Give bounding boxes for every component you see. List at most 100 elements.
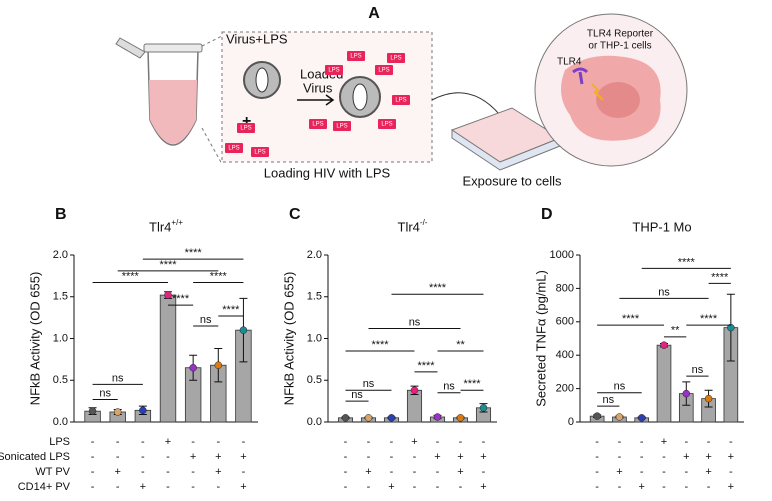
plate-caption: Exposure to cells — [463, 173, 562, 188]
treatment-sign: - — [344, 451, 348, 463]
lps-tag-label: LPS — [228, 146, 239, 152]
lps-tag — [347, 51, 365, 61]
lps-tag — [325, 65, 343, 75]
significance-label: **** — [185, 247, 203, 259]
bar — [656, 344, 672, 423]
significance-label: ns — [614, 381, 626, 393]
treatment-sign: - — [662, 466, 666, 478]
treatment-sign: - — [640, 436, 644, 448]
mean-point — [214, 361, 223, 369]
treatment-sign: - — [595, 451, 599, 463]
lps-tag — [251, 147, 269, 157]
lps-tag — [333, 121, 351, 131]
mean-point — [164, 291, 172, 299]
treatment-sign: - — [595, 466, 599, 478]
mean-point — [660, 341, 668, 349]
treatment-sign: + — [215, 466, 221, 478]
treatment-sign: + — [705, 466, 711, 478]
treatment-sign: + — [388, 481, 394, 493]
y-tick-label: 1000 — [550, 249, 574, 261]
y-tick-label: 600 — [556, 316, 574, 328]
significance-label: ns — [99, 387, 111, 399]
y-tick-label: 2.0 — [307, 249, 322, 261]
box-caption: Loading HIV with LPS — [264, 165, 391, 180]
lps-tag-label: LPS — [395, 98, 406, 104]
treatment-sign: - — [242, 436, 246, 448]
treatment-sign: - — [141, 466, 145, 478]
treatment-sign: - — [729, 436, 733, 448]
y-tick-label: 1.5 — [307, 291, 322, 303]
bar — [406, 389, 423, 423]
treatment-sign: - — [618, 481, 622, 493]
y-tick-label: 200 — [556, 383, 574, 395]
treatment-sign: + — [480, 481, 486, 493]
treatment-sign: - — [91, 466, 95, 478]
treatment-sign: - — [91, 481, 95, 493]
mean-point — [637, 414, 646, 422]
lps-tag-label: LPS — [312, 122, 323, 128]
panel-letter: C — [289, 206, 301, 223]
y-axis-label: NFkB Activity (OD 655) — [281, 272, 296, 406]
lps-tag — [375, 65, 393, 75]
lps-tag-label: LPS — [350, 54, 361, 60]
mean-point — [433, 413, 442, 421]
cell-label: TLR4 Reporter — [587, 29, 654, 40]
treatment-sign: - — [166, 481, 170, 493]
significance-label: **** — [678, 256, 696, 268]
y-tick-label: 0.0 — [307, 416, 322, 428]
treatment-sign: + — [480, 451, 486, 463]
treatment-sign: - — [436, 466, 440, 478]
lps-tag-label: LPS — [254, 150, 265, 156]
treatment-sign: - — [191, 436, 195, 448]
mean-point — [727, 323, 735, 332]
treatment-sign: - — [640, 451, 644, 463]
treatment-sign: - — [413, 451, 417, 463]
bar — [159, 294, 177, 423]
treatment-sign: - — [344, 466, 348, 478]
significance-label: **** — [700, 313, 718, 325]
mean-point — [410, 386, 419, 395]
mean-point — [364, 414, 373, 422]
significance-label: ** — [456, 339, 465, 351]
significance-label: ns — [351, 389, 363, 401]
treatment-sign: - — [141, 451, 145, 463]
treatment-sign: + — [215, 451, 221, 463]
arrow — [431, 92, 501, 116]
mean-point — [239, 326, 248, 334]
mean-point — [113, 408, 122, 416]
y-tick-label: 1.0 — [307, 332, 322, 344]
treatment-sign: - — [242, 466, 246, 478]
treatment-sign: - — [413, 466, 417, 478]
significance-label: **** — [429, 282, 447, 294]
treatment-sign: - — [684, 466, 688, 478]
treatment-sign: - — [436, 481, 440, 493]
treatment-sign: - — [116, 481, 120, 493]
treatment-sign: - — [684, 481, 688, 493]
treatment-sign: - — [595, 481, 599, 493]
significance-label: ns — [658, 286, 670, 298]
y-tick-label: 0.5 — [53, 374, 68, 386]
panel-letter: A — [368, 5, 380, 22]
treatment-sign: - — [662, 481, 666, 493]
lps-tag-label: LPS — [328, 68, 339, 74]
treatment-sign: - — [482, 436, 486, 448]
treatment-sign: - — [390, 436, 394, 448]
treatment-label: WT PV — [35, 466, 70, 478]
treatment-sign: + — [140, 481, 146, 493]
treatment-sign: - — [141, 436, 145, 448]
lps-tag — [225, 143, 243, 153]
treatment-sign: - — [367, 451, 371, 463]
treatment-sign: + — [240, 451, 246, 463]
treatment-sign: - — [116, 451, 120, 463]
mean-point — [615, 413, 624, 421]
treatment-sign: - — [344, 436, 348, 448]
receptor — [572, 67, 589, 85]
significance-label: **** — [371, 339, 389, 351]
significance-label: **** — [622, 313, 640, 325]
treatment-sign: - — [344, 481, 348, 493]
receptor-label: TLR4 — [557, 57, 582, 68]
treatment-sign: - — [91, 436, 95, 448]
y-axis-label: NFkB Activity (OD 655) — [27, 272, 42, 406]
treatment-sign: - — [191, 466, 195, 478]
treatment-sign: + — [457, 466, 463, 478]
